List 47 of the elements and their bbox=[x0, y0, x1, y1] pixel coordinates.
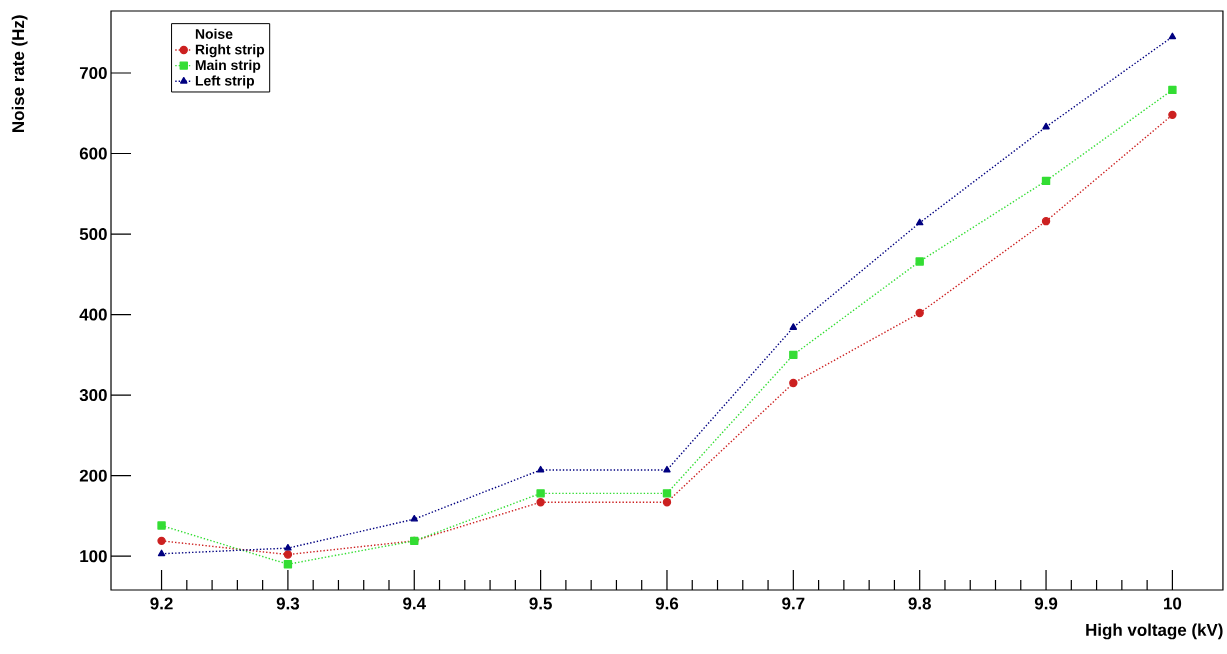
point bbox=[283, 550, 293, 559]
y-tick-label: 600 bbox=[79, 147, 107, 160]
point bbox=[1168, 85, 1177, 95]
point bbox=[789, 350, 798, 360]
x-tick-label: 9.8 bbox=[908, 597, 931, 610]
point bbox=[915, 218, 924, 226]
point bbox=[662, 489, 672, 498]
point bbox=[536, 465, 545, 473]
point bbox=[157, 521, 166, 530]
point bbox=[536, 489, 545, 498]
x-tick-label: 9.5 bbox=[529, 597, 552, 610]
x-tick-label: 9.3 bbox=[276, 597, 300, 610]
y-tick-label: 100 bbox=[80, 550, 107, 563]
point bbox=[1041, 176, 1051, 186]
y-axis-title: Noise rate (Hz) bbox=[11, 15, 28, 132]
point bbox=[1168, 32, 1177, 40]
point bbox=[284, 543, 292, 551]
x-tick-label: 9.9 bbox=[1034, 597, 1058, 610]
x-tick-label: 9.7 bbox=[782, 597, 805, 610]
y-tick-label: 500 bbox=[79, 228, 107, 241]
point bbox=[915, 257, 924, 266]
point bbox=[789, 323, 798, 330]
point bbox=[663, 465, 671, 473]
point bbox=[1041, 216, 1051, 226]
y-tick-label: 200 bbox=[79, 469, 107, 482]
point bbox=[157, 536, 166, 546]
x-tick-label: 9.6 bbox=[655, 597, 679, 610]
point bbox=[789, 378, 798, 388]
point bbox=[1042, 122, 1050, 130]
y-tick-label: 300 bbox=[79, 389, 107, 402]
point bbox=[157, 549, 166, 557]
legend-label: Main strip bbox=[195, 59, 261, 73]
legend-title: Noise bbox=[195, 28, 233, 39]
point bbox=[915, 308, 924, 318]
x-tick-label: 9.4 bbox=[403, 597, 426, 610]
point bbox=[283, 560, 293, 569]
x-axis-title: High voltage (kV) bbox=[1086, 623, 1223, 640]
point bbox=[1168, 110, 1177, 120]
legend-label: Right strip bbox=[195, 44, 265, 58]
x-tick-label: 9.2 bbox=[150, 597, 173, 610]
point bbox=[410, 514, 418, 522]
y-tick-label: 400 bbox=[79, 308, 107, 321]
y-tick-label: 700 bbox=[79, 66, 107, 79]
point bbox=[536, 498, 545, 507]
x-tick-label: 10 bbox=[1164, 597, 1182, 610]
point bbox=[662, 498, 672, 507]
legend-label: Left strip bbox=[195, 75, 255, 89]
